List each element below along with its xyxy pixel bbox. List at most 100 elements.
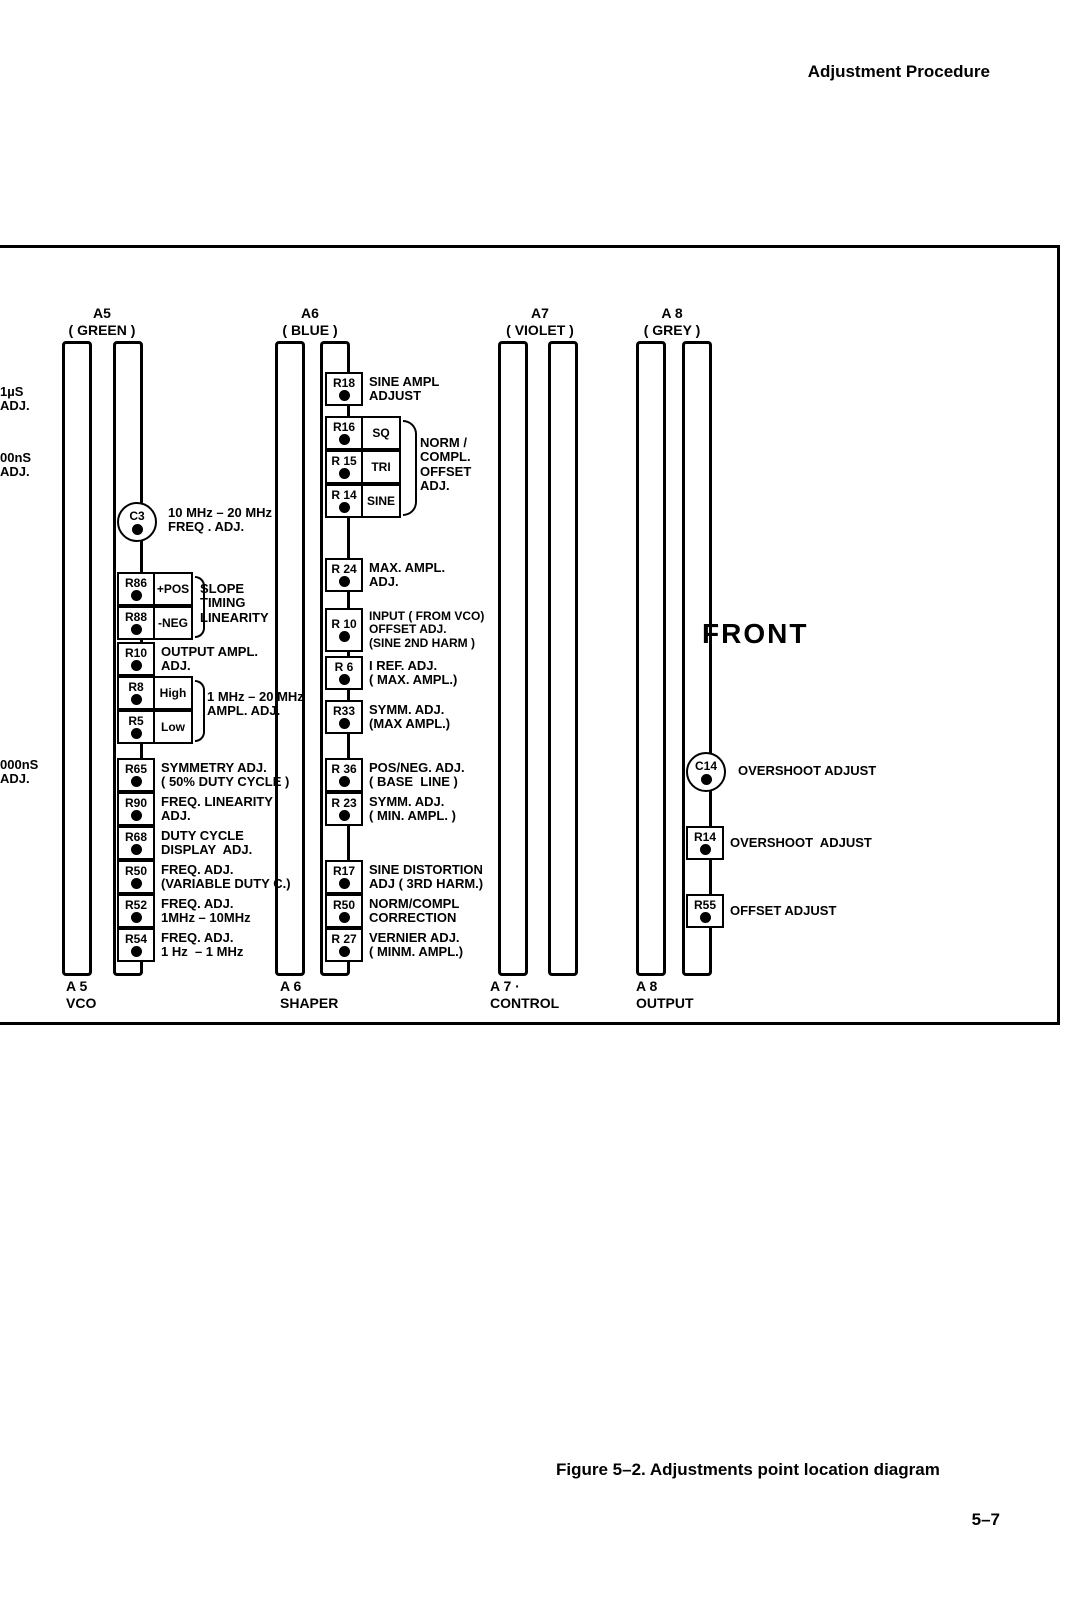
a5-r86-ref: R86 bbox=[125, 577, 147, 589]
a5-ampl-label: 1 MHz – 20 MHz AMPL. ADJ. bbox=[207, 690, 304, 719]
a6-r23-label: SYMM. ADJ. ( MIN. AMPL. ) bbox=[369, 795, 456, 824]
a6-r18-row: R18 SINE AMPL ADJUST bbox=[325, 372, 439, 406]
col-a6-top: A6 ( BLUE ) bbox=[270, 305, 350, 339]
bar-a7-right bbox=[548, 341, 578, 976]
a6-r27-cell: R 27 bbox=[325, 928, 363, 962]
knob-icon bbox=[339, 912, 350, 923]
a5-ampl-bracket bbox=[195, 680, 205, 742]
a6-r36-row: R 36 POS/NEG. ADJ. ( BASE LINE ) bbox=[325, 758, 465, 792]
a5-r88-ref: R88 bbox=[125, 611, 147, 623]
a5-r88-midlabel: -NEG bbox=[158, 617, 188, 629]
a8-c14-ref: C14 bbox=[695, 759, 717, 773]
a6-r14-midlabel: SINE bbox=[367, 495, 395, 507]
knob-icon bbox=[339, 674, 350, 685]
a6-r27-row: R 27 VERNIER ADJ. ( MINM. AMPL.) bbox=[325, 928, 463, 962]
a8-r55-label: OFFSET ADJUST bbox=[730, 904, 836, 918]
a7-bot1: A 7 · bbox=[490, 978, 559, 995]
a5-r10-cell: R10 bbox=[117, 642, 155, 676]
a5-bot2: VCO bbox=[66, 995, 96, 1012]
knob-icon bbox=[131, 810, 142, 821]
a6-r14-ref: R 14 bbox=[331, 489, 356, 501]
col-a5-top: A5 ( GREEN ) bbox=[62, 305, 142, 339]
knob-icon bbox=[339, 631, 350, 642]
a5-r8-mid: High bbox=[153, 676, 193, 710]
a6-r16-row: R16 SQ bbox=[325, 416, 401, 450]
col-a6-bot: A 6 SHAPER bbox=[280, 978, 338, 1012]
a5-r50-row: R50 FREQ. ADJ. (VARIABLE DUTY C.) bbox=[117, 860, 291, 894]
a5-r8-row: R8 High bbox=[117, 676, 193, 710]
a5-r65-label: SYMMETRY ADJ. ( 50% DUTY CYCLE ) bbox=[161, 761, 289, 790]
a6-r33-cell: R33 bbox=[325, 700, 363, 734]
a6-r36-ref: R 36 bbox=[331, 763, 356, 775]
a5-r68-label: DUTY CYCLE DISPLAY ADJ. bbox=[161, 829, 252, 858]
a6-r6-label: I REF. ADJ. ( MAX. AMPL.) bbox=[369, 659, 457, 688]
a6-r15-ref: R 15 bbox=[331, 455, 356, 467]
a6-r33-row: R33 SYMM. ADJ. (MAX AMPL.) bbox=[325, 700, 450, 734]
a6-r24-row: R 24 MAX. AMPL. ADJ. bbox=[325, 558, 445, 592]
a5-r5-midlabel: Low bbox=[161, 721, 185, 733]
a5-r88-row: R88 -NEG bbox=[117, 606, 193, 640]
a5-r54-ref: R54 bbox=[125, 933, 147, 945]
a5-top2: ( GREEN ) bbox=[62, 322, 142, 339]
a5-r86-mid: +POS bbox=[153, 572, 193, 606]
a5-r5-ref: R5 bbox=[128, 715, 143, 727]
a5-c3-ref: C3 bbox=[129, 509, 144, 523]
a6-r24-cell: R 24 bbox=[325, 558, 363, 592]
a6-r14-mid: SINE bbox=[361, 484, 401, 518]
a5-r86-cell: R86 bbox=[117, 572, 155, 606]
knob-icon bbox=[339, 946, 350, 957]
knob-icon bbox=[339, 502, 350, 513]
bar-a5-left bbox=[62, 341, 92, 976]
a6-r50-ref: R50 bbox=[333, 899, 355, 911]
a6-r50-row: R50 NORM/COMPL CORRECTION bbox=[325, 894, 459, 928]
knob-icon bbox=[339, 468, 350, 479]
a5-r50-ref: R50 bbox=[125, 865, 147, 877]
a6-bot2: SHAPER bbox=[280, 995, 338, 1012]
knob-icon bbox=[131, 844, 142, 855]
a5-r68-row: R68 DUTY CYCLE DISPLAY ADJ. bbox=[117, 826, 252, 860]
a8-c14-label: OVERSHOOT ADJUST bbox=[738, 764, 876, 778]
knob-icon bbox=[339, 390, 350, 401]
a5-r65-row: R65 SYMMETRY ADJ. ( 50% DUTY CYCLE ) bbox=[117, 758, 289, 792]
knob-icon bbox=[131, 878, 142, 889]
a6-r18-cell: R18 bbox=[325, 372, 363, 406]
a8-r55-ref: R55 bbox=[694, 899, 716, 911]
a6-r17-row: R17 SINE DISTORTION ADJ ( 3RD HARM.) bbox=[325, 860, 483, 894]
diagram-frame: 1µS ADJ. 00nS ADJ. 000nS ADJ. A5 ( GREEN… bbox=[0, 245, 1060, 1025]
a7-top2: ( VIOLET ) bbox=[490, 322, 590, 339]
edge-label-00ns: 00nS ADJ. bbox=[0, 451, 31, 480]
a6-r24-ref: R 24 bbox=[331, 563, 356, 575]
col-a5-bot: A 5 VCO bbox=[66, 978, 96, 1012]
a7-bot2: CONTROL bbox=[490, 995, 559, 1012]
col-a7-top: A7 ( VIOLET ) bbox=[490, 305, 590, 339]
col-a8-bot: A 8 OUTPUT bbox=[636, 978, 694, 1012]
knob-icon bbox=[131, 660, 142, 671]
a5-r65-cell: R65 bbox=[117, 758, 155, 792]
a6-r15-row: R 15 TRI bbox=[325, 450, 401, 484]
page-header: Adjustment Procedure bbox=[808, 62, 990, 82]
a8-c14: C14 bbox=[686, 752, 726, 792]
a6-top1: A6 bbox=[270, 305, 350, 322]
a8-r14-ref: R14 bbox=[694, 831, 716, 843]
knob-icon bbox=[131, 624, 142, 635]
a6-r10-label: INPUT ( FROM VCO) OFFSET ADJ. (SINE 2ND … bbox=[369, 610, 484, 650]
a8-r14-label: OVERSHOOT ADJUST bbox=[730, 836, 872, 850]
a5-r68-ref: R68 bbox=[125, 831, 147, 843]
a5-r8-midlabel: High bbox=[160, 687, 187, 699]
knob-icon bbox=[131, 776, 142, 787]
a5-r50-cell: R50 bbox=[117, 860, 155, 894]
col-a8-top: A 8 ( GREY ) bbox=[632, 305, 712, 339]
a5-c3-label: 10 MHz – 20 MHz FREQ . ADJ. bbox=[168, 506, 272, 535]
a5-r90-ref: R90 bbox=[125, 797, 147, 809]
a5-r54-label: FREQ. ADJ. 1 Hz – 1 MHz bbox=[161, 931, 243, 960]
a5-r8-cell: R8 bbox=[117, 676, 155, 710]
a6-r27-label: VERNIER ADJ. ( MINM. AMPL.) bbox=[369, 931, 463, 960]
a6-r6-ref: R 6 bbox=[335, 661, 354, 673]
a5-r68-cell: R68 bbox=[117, 826, 155, 860]
figure-caption: Figure 5–2. Adjustments point location d… bbox=[556, 1460, 940, 1480]
a6-r50-cell: R50 bbox=[325, 894, 363, 928]
knob-icon bbox=[131, 728, 142, 739]
a6-r24-label: MAX. AMPL. ADJ. bbox=[369, 561, 445, 590]
page-number: 5–7 bbox=[972, 1510, 1000, 1530]
a5-r5-row: R5 Low bbox=[117, 710, 193, 744]
